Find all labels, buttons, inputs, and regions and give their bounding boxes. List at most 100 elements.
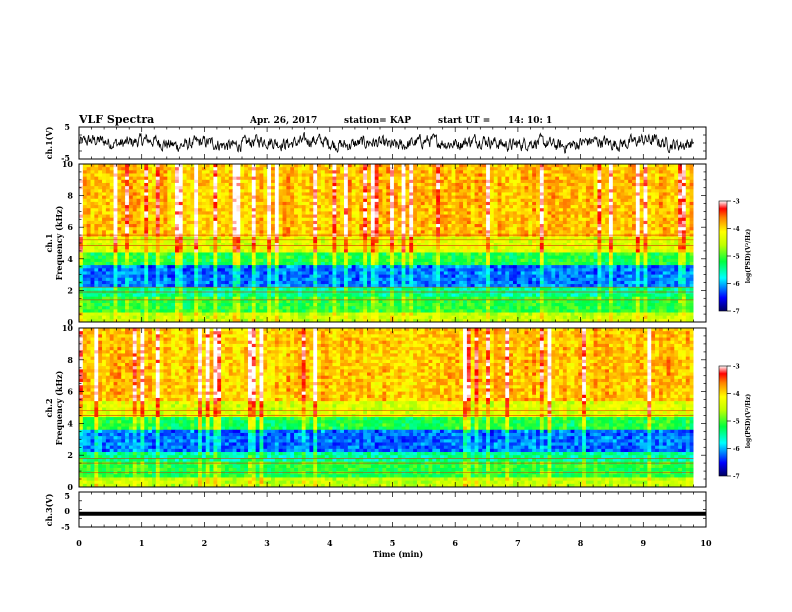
spectrogram-cell bbox=[501, 176, 506, 181]
spectrogram-cell bbox=[347, 167, 353, 171]
spectrogram-cell bbox=[570, 170, 575, 174]
spectrogram-cell bbox=[605, 205, 610, 209]
spectrogram-cell bbox=[393, 239, 399, 244]
spectrogram-cell bbox=[424, 192, 429, 196]
spectrogram-cell bbox=[128, 227, 134, 231]
spectrogram-cell bbox=[516, 211, 522, 215]
spectrogram-cell bbox=[440, 211, 445, 215]
spectrogram-cell bbox=[148, 182, 153, 187]
spectrogram-cell bbox=[474, 201, 479, 206]
spectrogram-cell bbox=[236, 246, 241, 250]
spectrogram-cell bbox=[332, 252, 337, 257]
spectrogram-cell bbox=[397, 230, 402, 234]
spectrogram-cell bbox=[474, 236, 479, 241]
spectrogram-cell bbox=[94, 261, 99, 266]
spectrogram-cell bbox=[205, 189, 210, 193]
spectrogram-cell bbox=[359, 164, 364, 168]
spectrogram-cell bbox=[589, 208, 595, 212]
spectrogram-cell bbox=[382, 230, 387, 234]
spectrogram-cell bbox=[332, 170, 337, 174]
spectrogram-cell bbox=[416, 217, 422, 222]
spectrogram-cell bbox=[317, 230, 322, 234]
spectrogram-cell bbox=[662, 239, 667, 244]
spectrogram-cell bbox=[159, 217, 164, 222]
spectrogram-cell bbox=[486, 179, 491, 184]
spectrogram-cell bbox=[635, 170, 641, 174]
spectrogram-cell bbox=[532, 170, 537, 174]
spectrogram-cell bbox=[105, 173, 111, 178]
spectrogram-cell bbox=[670, 243, 675, 247]
spectrogram-cell bbox=[86, 176, 91, 181]
spectrogram-cell bbox=[98, 255, 103, 260]
spectrogram-cell bbox=[528, 205, 533, 209]
spectrogram-cell bbox=[236, 211, 241, 215]
spectrogram-cell bbox=[428, 214, 433, 219]
spectrogram-cell bbox=[505, 249, 510, 253]
spectrogram-cell bbox=[328, 198, 333, 203]
spectrogram-cell bbox=[205, 249, 210, 253]
spectrogram-cell bbox=[190, 214, 195, 219]
spectrogram-cell bbox=[90, 246, 95, 250]
spectrogram-cell bbox=[601, 255, 606, 260]
spectrogram-cell bbox=[559, 227, 564, 231]
spectrogram-cell bbox=[132, 214, 138, 219]
spectrogram-cell bbox=[589, 167, 595, 171]
spectrogram-cell bbox=[409, 239, 414, 244]
spectrogram-cell bbox=[363, 249, 368, 253]
spectrogram-cell bbox=[217, 211, 222, 215]
spectrogram-cell bbox=[674, 217, 679, 222]
spectrogram-cell bbox=[551, 243, 556, 247]
spectrogram-cell bbox=[509, 252, 514, 257]
spectrogram-cell bbox=[443, 224, 449, 228]
spectrogram-cell bbox=[128, 182, 134, 187]
spectrogram-cell bbox=[605, 227, 610, 231]
spectrogram-cell bbox=[278, 246, 283, 250]
spectrogram-cell bbox=[643, 208, 648, 212]
spectrogram-cell bbox=[639, 258, 644, 263]
spectrogram-cell bbox=[370, 205, 376, 209]
spectrogram-cell bbox=[474, 211, 479, 215]
spectrogram-cell bbox=[255, 195, 260, 200]
spectrogram-cell bbox=[86, 189, 91, 193]
spectrogram-cell bbox=[628, 176, 633, 181]
spectrogram-cell bbox=[363, 255, 368, 260]
spectrogram-cell bbox=[178, 217, 184, 222]
spectrogram-cell bbox=[228, 217, 234, 222]
spectrogram-cell bbox=[386, 176, 391, 181]
spectrogram-cell bbox=[347, 258, 353, 263]
spectrogram-cell bbox=[509, 205, 514, 209]
spectrogram-cell bbox=[102, 186, 107, 190]
spectrogram-cell bbox=[294, 208, 299, 212]
spectrogram-cell bbox=[489, 176, 495, 181]
spectrogram-cell bbox=[443, 201, 449, 206]
spectrogram-cell bbox=[294, 255, 299, 260]
spectrogram-cell bbox=[608, 176, 614, 181]
spectrogram-cell bbox=[117, 195, 122, 200]
spectrogram-cell bbox=[639, 252, 644, 257]
spectrogram-cell bbox=[559, 239, 564, 244]
spectrogram-cell bbox=[351, 217, 356, 222]
spectrogram-cell bbox=[509, 230, 514, 234]
spectrogram-cell bbox=[651, 201, 656, 206]
spectrogram-cell bbox=[666, 220, 671, 225]
spectrogram-cell bbox=[140, 255, 145, 260]
spectrogram-cell bbox=[221, 201, 226, 206]
spectrogram-cell bbox=[662, 179, 667, 184]
spectrogram-cell bbox=[551, 170, 556, 174]
spectrogram-cell bbox=[297, 211, 303, 215]
spectrogram-cell bbox=[516, 255, 522, 260]
spectrogram-cell bbox=[182, 255, 187, 260]
spectrogram-cell bbox=[428, 176, 433, 181]
spectrogram-cell bbox=[317, 195, 322, 200]
spectrogram-cell bbox=[612, 224, 618, 228]
spectrogram-cell bbox=[512, 255, 518, 260]
spectrogram-cell bbox=[386, 195, 391, 200]
spectrogram-cell bbox=[647, 164, 652, 168]
spectrogram-cell bbox=[463, 211, 468, 215]
spectrogram-cell bbox=[159, 249, 164, 253]
spectrogram-cell bbox=[528, 214, 533, 219]
spectrogram-cell bbox=[201, 189, 207, 193]
spectrogram-cell bbox=[359, 208, 364, 212]
spectrogram-cell bbox=[113, 179, 118, 184]
spectrogram-cell bbox=[478, 230, 483, 234]
